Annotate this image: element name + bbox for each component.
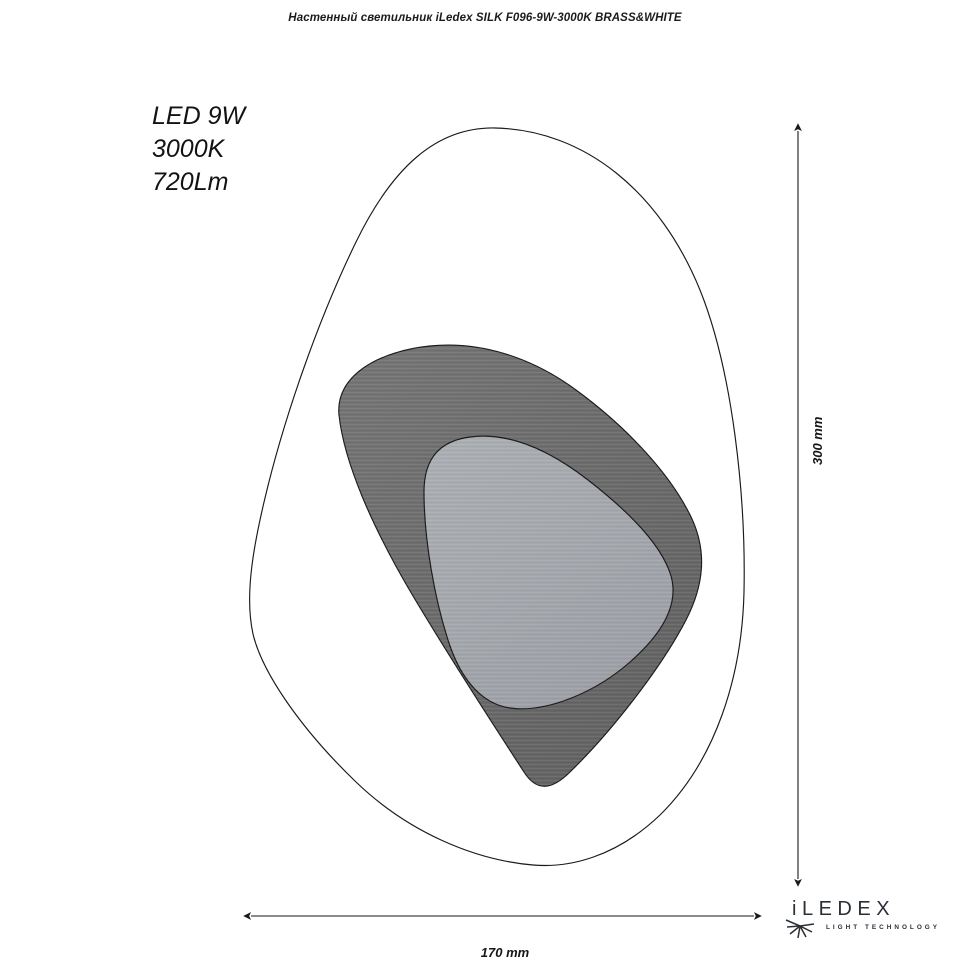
specification-block: LED 9W 3000K 720Lm — [152, 100, 245, 199]
light-burst-icon — [785, 919, 815, 939]
spec-luminous-flux: 720Lm — [152, 168, 229, 196]
dimension-label-width: 170 mm — [480, 945, 530, 960]
lamp-inner-petal — [423, 435, 674, 710]
logo-tagline: LIGHT TECHNOLOGY — [826, 924, 941, 931]
logo-wordmark: iLEDEX — [792, 898, 896, 920]
dimension-label-height: 300 mm — [810, 416, 825, 465]
spec-color-temperature: 3000K — [152, 135, 225, 163]
page-title: Настенный светильник iLedex SILK F096-9W… — [288, 12, 682, 24]
spec-power: LED 9W — [152, 102, 246, 130]
brand-logo: iLEDEX LIGHT TECHNOLOGY — [780, 898, 960, 950]
